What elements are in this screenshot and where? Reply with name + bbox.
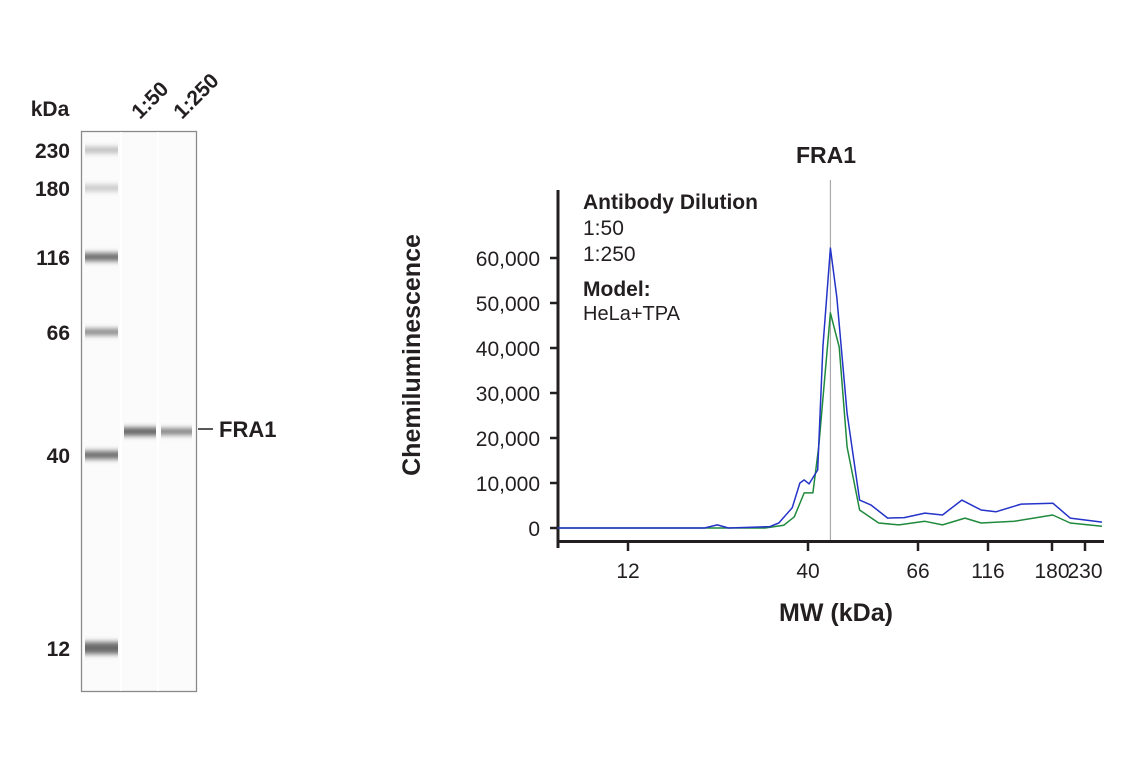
target-band-lane-2 <box>161 428 192 435</box>
ladder-band-66 <box>85 329 118 335</box>
x-tick-label: 40 <box>796 560 819 583</box>
lane-label-1: 1:50 <box>127 78 173 124</box>
lane-separator <box>120 132 122 691</box>
ladder-band-180 <box>85 185 118 191</box>
blot-unit-label: kDa <box>31 98 70 121</box>
legend-model-title: Model: <box>583 278 651 301</box>
series-line-2 <box>557 312 1103 529</box>
legend-series-1: 1:50 <box>583 217 624 240</box>
x-tick-label: 66 <box>906 560 929 583</box>
y-tick-label: 0 <box>528 518 540 541</box>
ladder-band-12 <box>85 642 118 654</box>
marker-label-116: 116 <box>36 247 70 270</box>
lane-separator <box>157 132 159 691</box>
legend-model-value: HeLa+TPA <box>583 303 681 325</box>
x-tick-label: 180 <box>1034 560 1069 583</box>
marker-label-12: 12 <box>47 638 70 661</box>
y-tick-label: 30,000 <box>476 383 540 406</box>
electropherogram: FRA1 Chemiluminescence MW (kDa) 0 10,000 2… <box>398 142 1104 627</box>
legend-title: Antibody Dilution <box>583 191 758 214</box>
y-tick-label: 20,000 <box>476 428 540 451</box>
x-tick-label: 230 <box>1067 560 1102 583</box>
y-tick-label: 60,000 <box>476 248 540 271</box>
blot-frame <box>80 130 198 693</box>
ladder-band-116 <box>85 253 118 261</box>
marker-label-40: 40 <box>47 445 70 468</box>
series-line-1 <box>557 247 1103 529</box>
y-tick-label: 40,000 <box>476 338 540 361</box>
legend: Antibody Dilution 1:50 1:250 Model: HeLa… <box>583 191 758 325</box>
y-tick-label: 50,000 <box>476 293 540 316</box>
x-tick-label: 12 <box>616 560 639 583</box>
chart-title: FRA1 <box>796 142 856 168</box>
marker-label-66: 66 <box>47 322 70 345</box>
legend-series-2: 1:250 <box>583 243 636 266</box>
x-tick-label: 116 <box>971 560 1004 583</box>
y-tick-label: 10,000 <box>476 473 540 496</box>
target-band-lane-1 <box>124 427 156 436</box>
ladder-band-40 <box>85 451 118 459</box>
y-axis-label: Chemiluminescence <box>398 234 426 476</box>
target-label: FRA1 <box>219 417 276 442</box>
marker-label-230: 230 <box>35 140 70 163</box>
lane-label-2: 1:250 <box>169 69 223 123</box>
x-axis-label: MW (kDa) <box>779 599 893 627</box>
blot-panel: kDa 1:50 1:250 230 180 116 66 40 12 FRA1 <box>31 69 276 693</box>
ladder-band-230 <box>85 147 118 153</box>
marker-label-180: 180 <box>35 178 70 201</box>
